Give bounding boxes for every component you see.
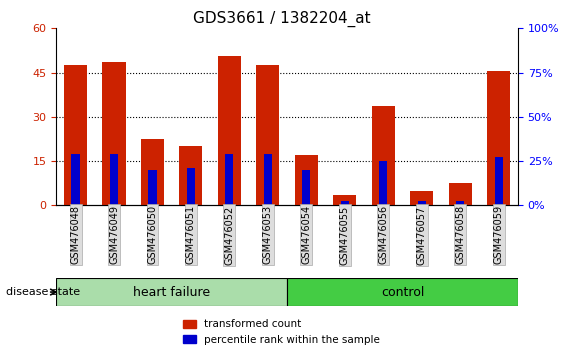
Bar [64, 65, 87, 205]
Bar [264, 154, 272, 205]
Bar [256, 65, 279, 205]
Bar [487, 71, 510, 205]
Text: GSM476048: GSM476048 [70, 205, 81, 264]
Bar [379, 161, 387, 205]
Bar [102, 62, 126, 205]
Text: disease state: disease state [6, 287, 80, 297]
Bar [495, 156, 503, 205]
Text: GSM476049: GSM476049 [109, 205, 119, 264]
Text: GSM476055: GSM476055 [340, 205, 350, 264]
Bar [302, 170, 310, 205]
Bar [410, 190, 434, 205]
Bar [225, 154, 234, 205]
Text: GSM476052: GSM476052 [225, 205, 234, 264]
Text: GSM476058: GSM476058 [455, 205, 465, 264]
Text: GSM476050: GSM476050 [148, 205, 158, 264]
Bar [372, 107, 395, 205]
Text: GSM476054: GSM476054 [301, 205, 311, 264]
Text: GDS3661 / 1382204_at: GDS3661 / 1382204_at [193, 11, 370, 27]
Bar [141, 139, 164, 205]
Bar [72, 154, 79, 205]
Bar [287, 278, 518, 306]
Bar [149, 170, 157, 205]
Text: GSM476057: GSM476057 [417, 205, 427, 264]
Text: GSM476059: GSM476059 [494, 205, 504, 264]
Text: GSM476053: GSM476053 [263, 205, 273, 264]
Bar [180, 146, 203, 205]
Text: GSM476056: GSM476056 [378, 205, 388, 264]
Bar [333, 195, 356, 205]
Bar [449, 183, 472, 205]
Bar [295, 155, 318, 205]
Text: GSM476051: GSM476051 [186, 205, 196, 264]
Bar [456, 201, 464, 205]
Bar [187, 169, 195, 205]
Text: control: control [381, 286, 425, 298]
Bar [56, 278, 287, 306]
Bar [341, 201, 349, 205]
Legend: transformed count, percentile rank within the sample: transformed count, percentile rank withi… [179, 315, 384, 349]
Bar [110, 154, 118, 205]
Bar [218, 56, 241, 205]
Bar [418, 201, 426, 205]
Text: heart failure: heart failure [133, 286, 210, 298]
